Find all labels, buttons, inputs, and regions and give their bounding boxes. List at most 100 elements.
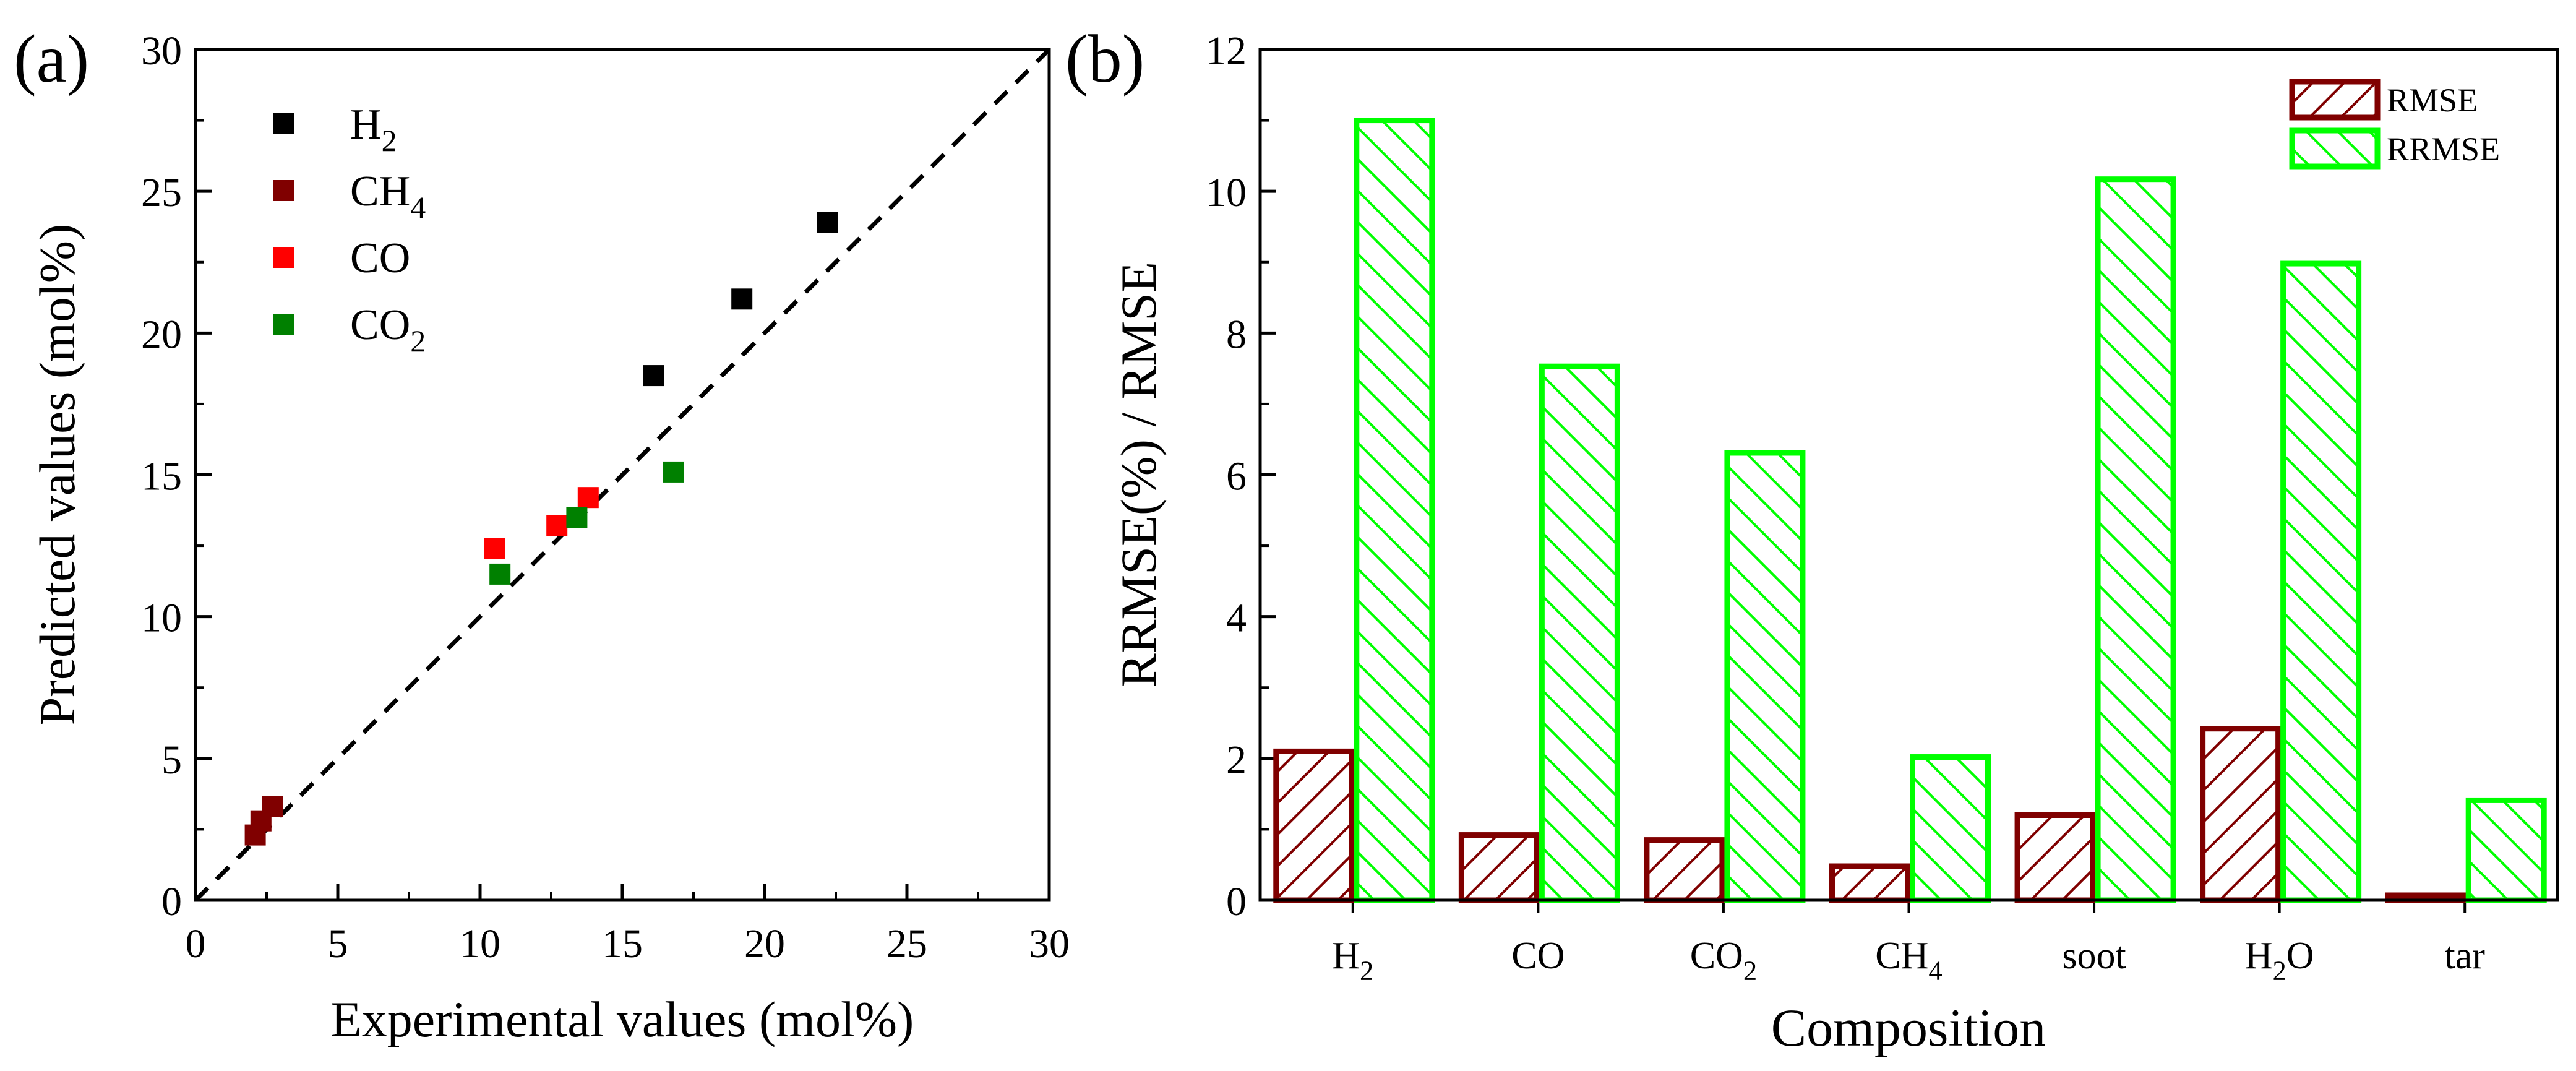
data-point-co [546, 515, 568, 536]
bar-rrmse [1354, 118, 1435, 903]
data-point-co2 [663, 461, 684, 483]
bar-rmse [1644, 837, 1725, 903]
category-label-main: CO [1690, 935, 1743, 977]
legend-label-rmse: RMSE [2387, 82, 2478, 119]
category-label: CO [1511, 935, 1565, 977]
panel-b-plot-frame [1258, 48, 2559, 902]
panel-b-y-axis-label: RRMSE(%) / RMSE [1110, 262, 1167, 687]
bar-rmse [1273, 748, 1355, 903]
panel-a-ticks: 0 5 10 15 20 25 30 0 5 10 15 20 25 30 [141, 28, 1070, 966]
y-tick-label-b: 10 [1206, 170, 1247, 215]
bar-rmse [2014, 812, 2096, 903]
legend-marker-co [273, 247, 294, 268]
panel-a-y-axis-label: Predicted values (mol%) [29, 224, 85, 726]
legend-label-sub: 2 [382, 123, 397, 158]
x-tick-label-a: 25 [887, 921, 927, 966]
bar-rmse [1458, 832, 1540, 903]
y-tick-label-a: 30 [141, 28, 182, 74]
y-tick-label-b: 4 [1226, 596, 1247, 641]
bar-rmse [2200, 726, 2282, 903]
x-tick-label-a: 30 [1029, 921, 1070, 966]
legend-swatch-rrmse [2289, 127, 2381, 170]
data-point-co [484, 538, 505, 559]
panel-b-bars [1273, 118, 2547, 903]
legend-label-sub: 4 [410, 190, 426, 225]
legend-label-rrmse: RRMSE [2387, 131, 2500, 168]
panel-b-label: (b) [1065, 21, 1144, 97]
bar-rrmse [1539, 363, 1620, 903]
category-label: tar [2445, 935, 2486, 977]
y-tick-label-b: 2 [1226, 738, 1247, 783]
y-tick-label-a: 10 [141, 596, 182, 641]
category-label-main: CH [1875, 935, 1928, 977]
legend-label-main: H [350, 101, 382, 148]
data-point-ch4 [262, 796, 283, 817]
legend-marker-ch4 [273, 180, 294, 201]
y-tick-label-a: 5 [161, 738, 182, 783]
legend-swatch-rmse [2289, 79, 2381, 121]
legend-marker-co2 [273, 314, 294, 335]
parity-line [194, 48, 1051, 902]
x-tick-label-a: 5 [328, 921, 348, 966]
category-label-sub: 2 [1743, 955, 1757, 986]
category-label-tail: O [2286, 935, 2314, 977]
panel-a-plot-frame [194, 48, 1051, 902]
data-point-co2 [566, 507, 588, 528]
category-label-main: CO [1511, 935, 1565, 977]
category-label-main: soot [2062, 935, 2126, 977]
y-tick-label-b: 6 [1226, 454, 1247, 499]
panel-b-legend: RMSE RRMSE [2289, 79, 2500, 170]
bar-rrmse [1910, 754, 1991, 903]
category-label: CH4 [1875, 935, 1942, 986]
x-tick-label-a: 10 [460, 921, 500, 966]
y-tick-label-a: 25 [141, 170, 182, 215]
data-point-co2 [489, 563, 511, 585]
y-tick-label-b: 8 [1226, 312, 1247, 357]
data-point-h2 [643, 365, 664, 387]
bar-rrmse [2280, 260, 2362, 903]
category-label: H2O [2245, 935, 2314, 986]
bar-rrmse [2465, 797, 2547, 903]
y-tick-label-a: 0 [161, 879, 182, 924]
legend-label-main: CO [350, 234, 410, 282]
x-tick-label-a: 15 [602, 921, 643, 966]
x-tick-label-a: 0 [186, 921, 206, 966]
bar-rrmse [2095, 176, 2176, 903]
legend-label-main: CH [350, 168, 410, 215]
data-point-co [577, 487, 599, 509]
panel-a-points [244, 212, 838, 846]
legend-label-sub: 2 [410, 324, 426, 358]
category-label: H2 [1332, 935, 1373, 986]
y-tick-label-b: 0 [1226, 879, 1247, 924]
category-label-main: tar [2445, 935, 2486, 977]
panel-a-x-axis-label: Experimental values (mol%) [331, 991, 914, 1047]
category-label-main: H [1332, 935, 1360, 977]
legend-marker-h2 [273, 113, 294, 134]
legend-label-co: CO [350, 234, 410, 282]
legend-label-ch4: CH4 [350, 168, 426, 225]
bar-rmse [1829, 863, 1910, 903]
legend-label-co2: CO2 [350, 301, 426, 358]
y-tick-label-a: 20 [141, 312, 182, 357]
y-tick-label-b: 12 [1206, 28, 1247, 74]
panel-a-label: (a) [14, 21, 89, 97]
category-label-sub: 2 [2272, 955, 2286, 986]
category-label-sub: 2 [1360, 955, 1373, 986]
legend-label-main: CO [350, 301, 410, 349]
category-label: CO2 [1690, 935, 1757, 986]
bar-rrmse [1724, 450, 1806, 903]
category-label-sub: 4 [1928, 955, 1942, 986]
category-label-main: H [2245, 935, 2273, 977]
y-tick-label-a: 15 [141, 454, 182, 499]
data-point-h2 [817, 212, 838, 233]
data-point-h2 [731, 288, 753, 310]
x-tick-label-a: 20 [744, 921, 785, 966]
category-label: soot [2062, 935, 2126, 977]
legend-label-h2: H2 [350, 101, 397, 158]
panel-b-x-axis-label: Composition [1771, 998, 2046, 1057]
